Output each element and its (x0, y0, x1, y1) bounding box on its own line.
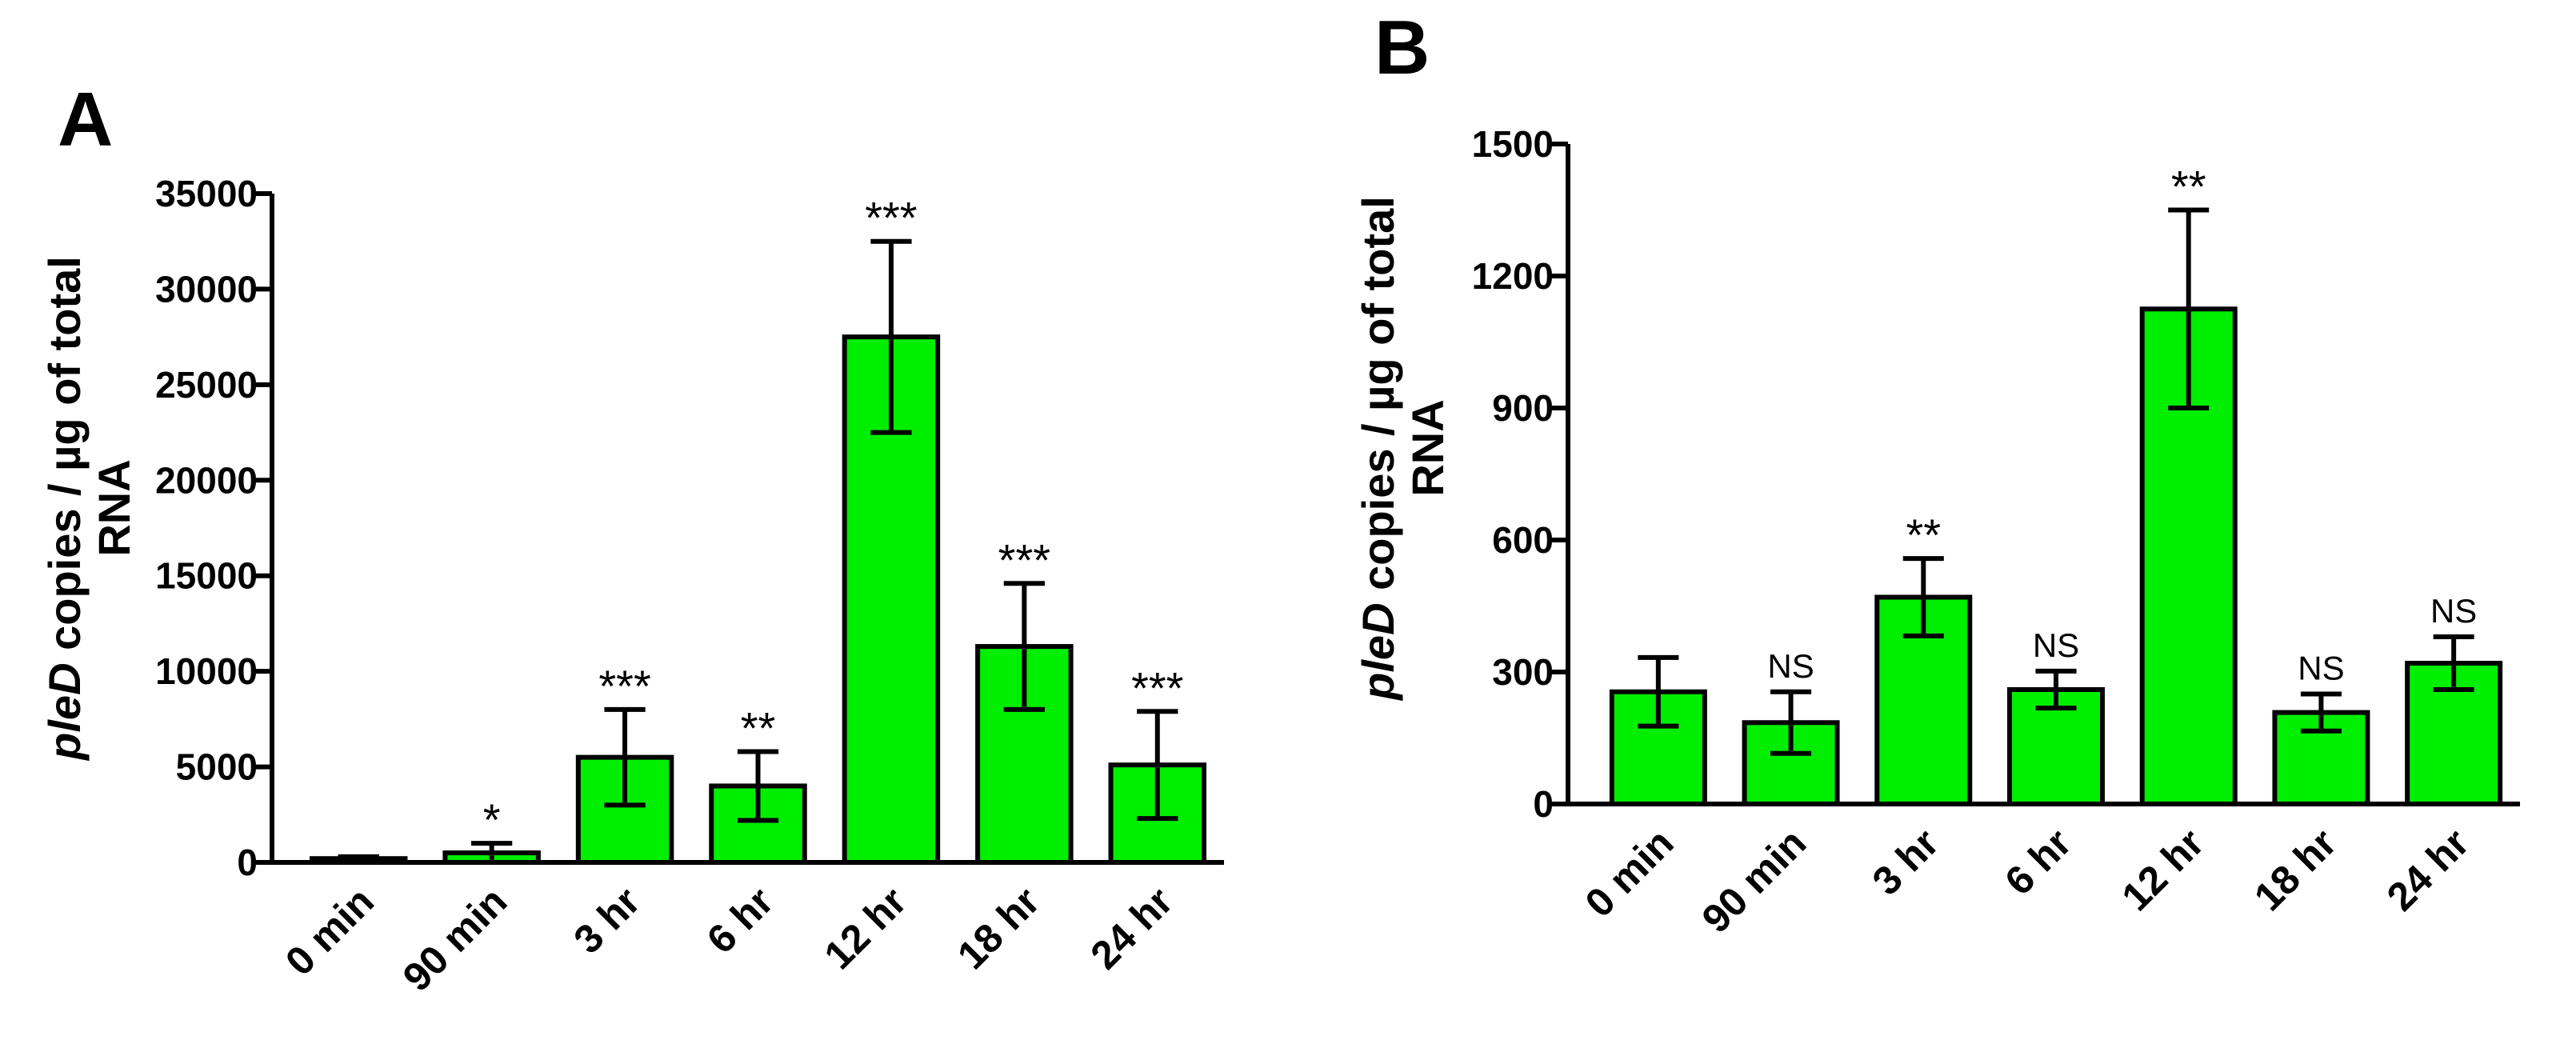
chart-b-ylabel: pleD copies / µg of total RNA (1353, 196, 1453, 702)
chart-b-significance-1: NS (1767, 647, 1814, 685)
chart-b-error-bar-2 (1902, 556, 1944, 638)
chart-b-category-label-4: 12 hr (2113, 820, 2212, 919)
chart-a-error-bar-3 (737, 749, 779, 823)
chart-a-ylabel-line2: RNA (89, 459, 139, 556)
chart-b-error-bar-0 (1638, 654, 1679, 729)
chart-b-ylabel-italic: pleD (1353, 602, 1403, 701)
chart-b-category-label-3: 6 hr (1996, 820, 2079, 903)
chart-b-significance-2: ** (1906, 510, 1941, 560)
chart-b-error-bar-3 (2035, 668, 2077, 711)
chart-a-significance-2: *** (598, 661, 650, 711)
chart-a-y-tick-label: 15000 (155, 555, 258, 597)
chart-b-category-label-0: 0 min (1577, 820, 1682, 926)
chart-a: 0 5000 10000 15000 20000 25000 30000 35000 0 min… (155, 173, 1224, 1000)
chart-a-category-label-3: 6 hr (698, 878, 782, 962)
chart-a-category-label-2: 3 hr (565, 878, 648, 962)
chart-b-significance-4: ** (2171, 162, 2206, 212)
chart-b: 0 300 600 900 1200 1500 0 min NS 90 min ** 3 hr NS 6… (1472, 123, 2520, 942)
chart-b-y-tick-label: 300 (1492, 651, 1554, 693)
chart-b-error-bar-6 (2433, 634, 2474, 692)
chart-a-significance-4: *** (865, 193, 917, 243)
svg-text:pleD copies / µg of total: pleD copies / µg of total (1353, 196, 1403, 702)
chart-b-error-bar-5 (2300, 691, 2342, 734)
chart-b-error-bar-4 (2168, 207, 2210, 410)
chart-a-error-bar-0 (338, 854, 379, 863)
chart-b-category-label-6: 24 hr (2378, 820, 2478, 919)
chart-a-error-bar-6 (1137, 709, 1178, 822)
chart-a-error-bar-5 (1003, 581, 1045, 712)
chart-b-category-label-1: 90 min (1694, 820, 1815, 942)
chart-a-ylabel: pleD copies / µg of total RNA (39, 256, 139, 762)
chart-b-category-label-5: 18 hr (2246, 820, 2345, 919)
chart-a-significance-3: ** (741, 702, 776, 753)
chart-a-error-bar-2 (604, 706, 646, 808)
chart-b-significance-5: NS (2298, 650, 2344, 687)
chart-a-ylabel-italic: pleD (39, 662, 90, 761)
chart-a-y-tick-label: 5000 (176, 746, 258, 788)
chart-a-y-tick-label: 10000 (155, 650, 258, 692)
panel-letter-b: B (1374, 5, 1430, 90)
chart-a-error-bar-1 (471, 841, 513, 865)
panel-letter-a: A (58, 77, 113, 162)
chart-a-category-label-1: 90 min (394, 878, 516, 1000)
chart-b-ylabel-line2: RNA (1402, 399, 1453, 496)
chart-a-significance-1: * (483, 794, 501, 845)
chart-b-y-tick-label: 1200 (1472, 255, 1554, 297)
chart-a-category-label-6: 24 hr (1082, 878, 1181, 978)
chart-a-significance-6: *** (1131, 662, 1183, 713)
chart-a-category-label-5: 18 hr (949, 878, 1048, 978)
chart-b-y-tick-label: 600 (1492, 519, 1554, 561)
svg-text:pleD copies / µg of total: pleD copies / µg of total (39, 256, 90, 762)
chart-b-significance-6: NS (2430, 592, 2477, 630)
chart-b-y-tick-label: 0 (1533, 783, 1554, 825)
chart-a-y-tick-label: 0 (237, 842, 258, 883)
chart-a-significance-5: *** (998, 534, 1050, 585)
chart-b-y-tick-label: 1500 (1472, 123, 1554, 165)
chart-b-error-bar-1 (1770, 689, 1812, 756)
chart-a-y-tick-label: 35000 (155, 173, 258, 214)
chart-a-y-tick-label: 20000 (155, 459, 258, 501)
chart-a-category-label-4: 12 hr (816, 878, 915, 978)
chart-b-significance-3: NS (2033, 626, 2079, 664)
chart-a-y-tick-label: 25000 (155, 364, 258, 406)
chart-b-category-label-2: 3 hr (1864, 820, 1947, 903)
chart-a-y-tick-label: 30000 (155, 268, 258, 310)
chart-a-ylabel-rest: copies / µg of total (39, 256, 90, 662)
chart-b-ylabel-rest: copies / µg of total (1353, 196, 1403, 602)
chart-b-y-tick-label: 900 (1492, 387, 1554, 429)
chart-a-error-bar-4 (870, 238, 912, 435)
chart-a-category-label-0: 0 min (277, 878, 382, 984)
